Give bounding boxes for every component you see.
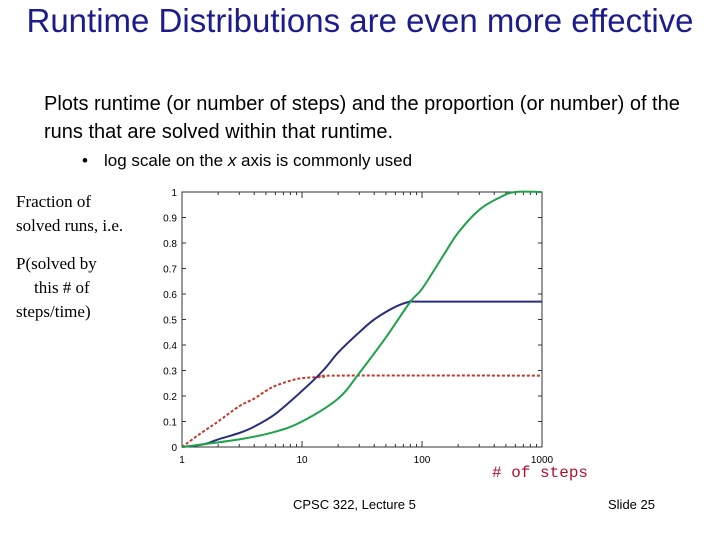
x-tick-label: 100 [414,455,431,466]
y-tick-label: 0.8 [163,239,177,250]
y-tick-label: 0.5 [163,316,177,327]
y-tick-label: 0.4 [163,341,177,352]
y-label-line-3: P(solved by [16,254,97,273]
bullet-text-after: axis is commonly used [236,151,413,170]
footer-lecture: CPSC 322, Lecture 5 [293,497,416,512]
y-label-line-1: Fraction of [16,192,92,211]
x-tick-label: 10 [296,455,308,466]
x-axis-unit-label: # of steps [492,464,589,482]
series-line-3 [181,190,543,448]
y-tick-label: 0.6 [163,290,177,301]
y-tick-label: 0.9 [163,214,177,225]
y-tick-label: 0.1 [163,418,177,429]
footer-slide-number: Slide 25 [608,497,655,512]
bullet-dot-icon: • [82,151,88,170]
bullet-text-italic: x [227,151,237,170]
y-label-line-4: this # of [34,278,90,297]
x-tick-label: 1 [179,455,185,466]
y-tick-label: 0.3 [163,367,177,378]
slide-title: Runtime Distributions are even more effe… [26,2,694,39]
series-line-1 [181,374,543,448]
y-tick-label: 0 [171,443,177,454]
y-axis-label: Fraction of solved runs, i.e. P(solved b… [16,190,146,324]
y-label-line-2: solved runs, i.e. [16,216,124,235]
x-tick-label: 1000 [531,455,554,466]
y-tick-label: 0.7 [163,265,177,276]
y-label-line-5: steps/time) [16,302,91,321]
bullet-item: • log scale on the x axis is commonly us… [82,150,413,172]
series-line-2 [181,300,542,448]
y-tick-label: 0.2 [163,392,177,403]
body-paragraph: Plots runtime (or number of steps) and t… [44,93,680,143]
bullet-text-before: log scale on the [104,151,228,170]
y-tick-label: 1 [171,188,177,199]
